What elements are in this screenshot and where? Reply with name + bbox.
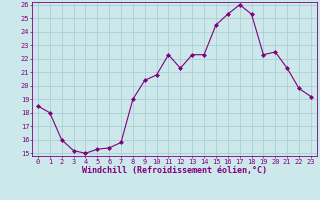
X-axis label: Windchill (Refroidissement éolien,°C): Windchill (Refroidissement éolien,°C) bbox=[82, 166, 267, 175]
